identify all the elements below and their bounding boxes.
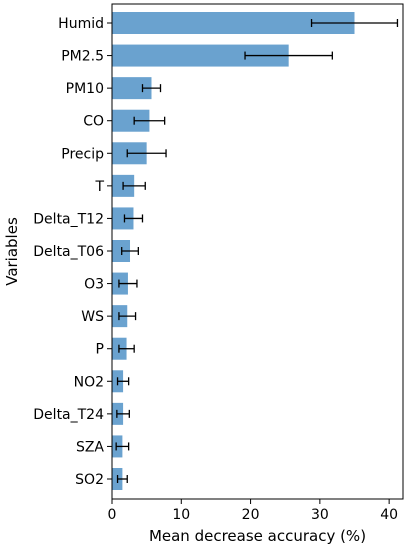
axes-layer [107,3,404,504]
y-tick-label-pm10: PM10 [66,81,104,97]
errorbar-precip [126,149,167,158]
x-tick-label-40: 40 [380,507,398,523]
x-tick-label-10: 10 [172,507,190,523]
errorbar-so2 [116,475,128,483]
x-tick-label-20: 20 [242,507,260,523]
y-tick-label-delta-t12: Delta_T12 [33,211,104,227]
y-tick-label-t: T [94,179,104,195]
errorbar-p [118,344,135,353]
bar-co [112,109,150,132]
bar-delta-t12 [112,207,134,230]
y-tick-label-sza: SZA [76,439,104,455]
y-tick-label-pm2-5: PM2.5 [61,49,104,65]
errorbar-t [122,181,146,190]
y-tick-label-so2: SO2 [75,472,104,488]
x-tick-label-0: 0 [108,507,117,523]
errorbar-pm2-5 [244,51,333,60]
errorbar-ws [118,312,137,321]
errorbar-o3 [118,279,138,288]
y-axis-title: Variables [3,217,21,286]
errorbar-co [133,116,166,125]
x-axis-title: Mean decrease accuracy (%) [149,527,366,545]
y-tick-label-delta-t24: Delta_T24 [33,407,104,423]
errorbar-humid [310,19,399,27]
y-tick-label-precip: Precip [61,146,104,162]
errorbars-layer [115,19,399,483]
bar-humid [112,12,355,34]
errorbar-delta-t12 [123,214,144,223]
labels-layer: Humid PM2.5 PM10 CO Precip T Delta_T12 Delta_T0… [33,16,398,523]
y-tick-label-p: P [96,342,104,358]
y-tick-label-co: CO [83,114,104,130]
y-tick-label-no2: NO2 [74,374,104,390]
y-tick-label-o3: O3 [84,277,104,293]
plot-frame [111,3,404,500]
y-tick-label-humid: Humid [58,16,104,32]
bars-layer [112,12,355,490]
bar-delta-t06 [112,240,131,262]
y-tick-label-ws: WS [81,309,104,325]
errorbar-sza [115,442,130,451]
errorbar-delta-t24 [116,409,130,418]
errorbar-delta-t06 [121,247,139,255]
y-tick-label-delta-t06: Delta_T06 [33,244,104,260]
x-tick-label-30: 30 [311,507,329,523]
errorbar-pm10 [141,84,162,93]
bar-pm2-5 [112,44,289,67]
errorbar-no2 [116,377,130,386]
bar-pm10 [112,77,152,100]
